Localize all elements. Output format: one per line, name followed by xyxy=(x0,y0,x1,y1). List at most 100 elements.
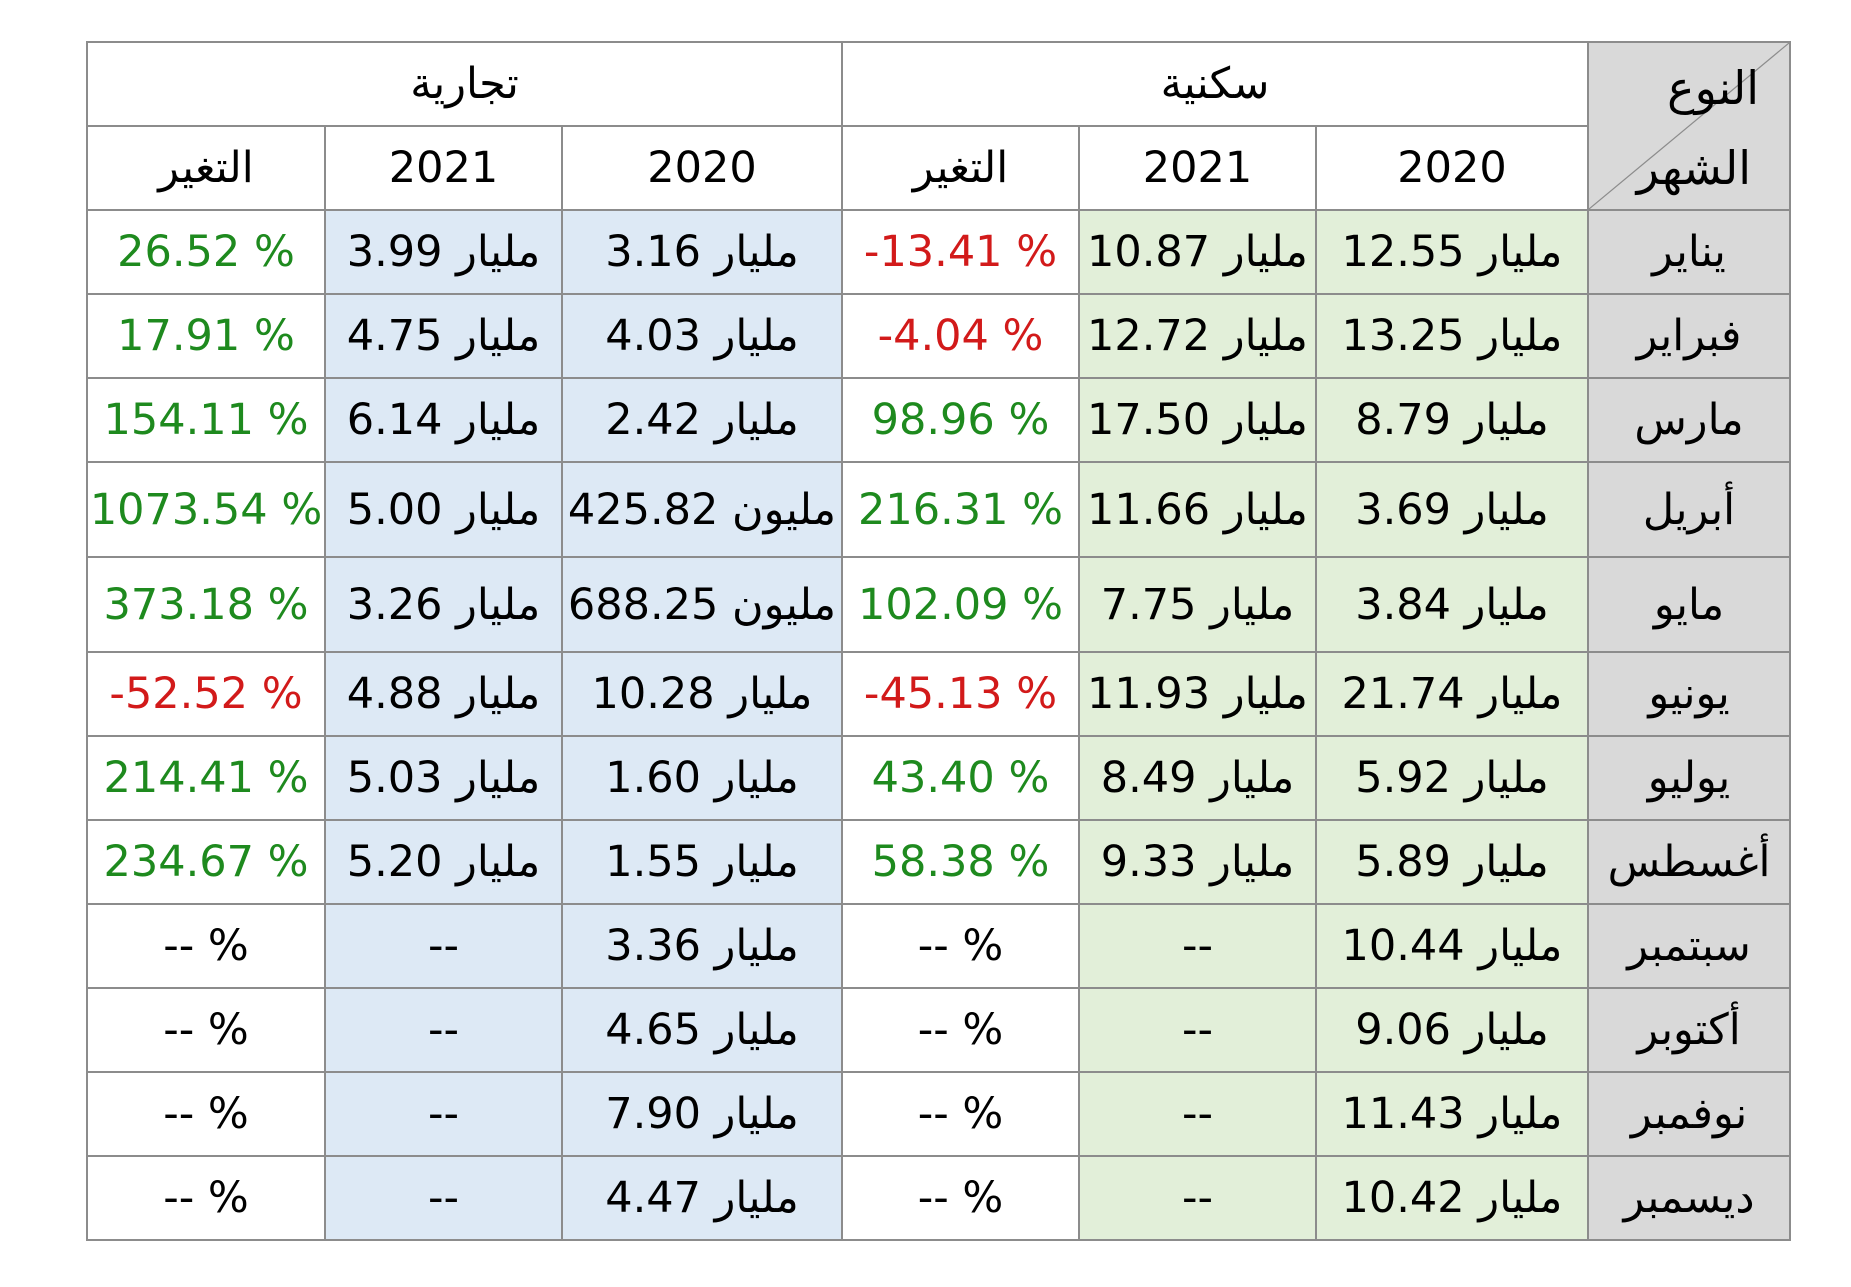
corner-type-label: النوع xyxy=(1667,61,1760,115)
cell-month: مايو xyxy=(1587,556,1792,653)
cell-month: نوفمبر xyxy=(1587,1071,1792,1157)
cell-res-2021: 7.75 مليار xyxy=(1078,556,1317,653)
cell-com-2021: 3.99 مليار xyxy=(324,209,563,295)
cell-month: مارس xyxy=(1587,377,1792,463)
cell-com-change: -- % xyxy=(86,903,326,989)
diagonal-divider xyxy=(1589,43,1789,209)
table-row: 17.91 % 4.75 مليار 4.03 مليار -4.04 % 12.72 … xyxy=(86,293,1792,379)
cell-com-2021: 5.03 مليار xyxy=(324,735,563,821)
cell-res-change: -45.13 % xyxy=(841,651,1080,737)
cell-com-2020: 4.03 مليار xyxy=(561,293,843,379)
cell-res-2020: 13.25 مليار xyxy=(1314,293,1590,379)
cell-month: ديسمبر xyxy=(1587,1155,1792,1241)
cell-res-2021: -- xyxy=(1078,987,1317,1073)
cell-com-2020: 3.36 مليار xyxy=(561,903,843,989)
col-com-2020: 2020 xyxy=(561,125,843,211)
col-res-change: التغير xyxy=(841,125,1080,211)
cell-com-2021: -- xyxy=(324,987,563,1073)
sales-table: تجارية سكنية النوع الشهر التغير 2021 202… xyxy=(86,41,1792,1241)
cell-res-change: -- % xyxy=(841,1155,1080,1241)
cell-res-change: 216.31 % xyxy=(841,461,1080,558)
cell-month: أبريل xyxy=(1587,461,1792,558)
cell-com-change: 214.41 % xyxy=(86,735,326,821)
cell-com-change: -- % xyxy=(86,1155,326,1241)
cell-res-2021: 12.72 مليار xyxy=(1078,293,1317,379)
table-row: 373.18 % 3.26 مليار 688.25 مليون 102.09 % 7.… xyxy=(86,556,1792,653)
cell-res-2020: 3.69 مليار xyxy=(1314,461,1590,558)
table-row: 214.41 % 5.03 مليار 1.60 مليار 43.40 % 8.49 … xyxy=(86,735,1792,821)
cell-res-2020: 5.89 مليار xyxy=(1314,819,1590,905)
cell-com-2021: 4.75 مليار xyxy=(324,293,563,379)
cell-com-change: -- % xyxy=(86,987,326,1073)
cell-res-2021: 9.33 مليار xyxy=(1078,819,1317,905)
cell-com-2021: 5.00 مليار xyxy=(324,461,563,558)
cell-month: يوليو xyxy=(1587,735,1792,821)
cell-month: فبراير xyxy=(1587,293,1792,379)
cell-month: سبتمبر xyxy=(1587,903,1792,989)
cell-com-2020: 2.42 مليار xyxy=(561,377,843,463)
cell-res-2021: 8.49 مليار xyxy=(1078,735,1317,821)
cell-res-2020: 3.84 مليار xyxy=(1314,556,1590,653)
table-row: -52.52 % 4.88 مليار 10.28 مليار -45.13 % 11.… xyxy=(86,651,1792,737)
cell-month: أكتوبر xyxy=(1587,987,1792,1073)
cell-com-2020: 10.28 مليار xyxy=(561,651,843,737)
cell-com-change: 17.91 % xyxy=(86,293,326,379)
cell-com-2021: 3.26 مليار xyxy=(324,556,563,653)
cell-com-2021: -- xyxy=(324,1155,563,1241)
table-row: -- % -- 3.36 مليار -- % -- 10.44 مليار سبتمبر xyxy=(86,903,1792,989)
cell-res-change: 43.40 % xyxy=(841,735,1080,821)
col-com-2021: 2021 xyxy=(324,125,563,211)
cell-com-2021: -- xyxy=(324,903,563,989)
cell-com-2020: 1.60 مليار xyxy=(561,735,843,821)
cell-com-2021: 5.20 مليار xyxy=(324,819,563,905)
cell-res-2020: 5.92 مليار xyxy=(1314,735,1590,821)
group-residential: سكنية xyxy=(840,41,1590,127)
group-commercial: تجارية xyxy=(86,41,843,127)
cell-com-2020: 3.16 مليار xyxy=(561,209,843,295)
corner-header: النوع الشهر xyxy=(1587,41,1792,211)
cell-res-2020: 12.55 مليار xyxy=(1314,209,1590,295)
cell-month: يونيو xyxy=(1587,651,1792,737)
cell-com-2020: 4.65 مليار xyxy=(561,987,843,1073)
cell-res-change: -- % xyxy=(841,1071,1080,1157)
cell-month: أغسطس xyxy=(1587,819,1792,905)
table-row: 234.67 % 5.20 مليار 1.55 مليار 58.38 % 9.33 … xyxy=(86,819,1792,905)
cell-res-2020: 10.42 مليار xyxy=(1314,1155,1590,1241)
cell-res-change: -- % xyxy=(841,987,1080,1073)
cell-com-change: 26.52 % xyxy=(86,209,326,295)
cell-res-2020: 11.43 مليار xyxy=(1314,1071,1590,1157)
cell-res-change: -- % xyxy=(841,903,1080,989)
cell-month: يناير xyxy=(1587,209,1792,295)
col-res-2021: 2021 xyxy=(1078,125,1317,211)
column-header-row: التغير 2021 2020 التغير 2021 2020 xyxy=(86,125,1790,211)
cell-com-2020: 7.90 مليار xyxy=(561,1071,843,1157)
cell-com-change: 234.67 % xyxy=(86,819,326,905)
table-row: 1073.54 % 5.00 مليار 425.82 مليون 216.31 % 1… xyxy=(86,461,1792,558)
col-res-2020: 2020 xyxy=(1314,125,1590,211)
cell-res-change: -13.41 % xyxy=(841,209,1080,295)
corner-month-label: الشهر xyxy=(1636,141,1752,195)
cell-res-2021: -- xyxy=(1078,903,1317,989)
cell-res-change: 102.09 % xyxy=(841,556,1080,653)
cell-com-change: -- % xyxy=(86,1071,326,1157)
group-header-row: تجارية سكنية النوع الشهر xyxy=(86,41,1792,211)
cell-res-2021: 11.66 مليار xyxy=(1078,461,1317,558)
cell-res-2021: 10.87 مليار xyxy=(1078,209,1317,295)
cell-com-2020: 1.55 مليار xyxy=(561,819,843,905)
cell-com-change: 1073.54 % xyxy=(86,461,326,558)
table-row: 26.52 % 3.99 مليار 3.16 مليار -13.41 % 10.87… xyxy=(86,209,1792,295)
cell-com-change: -52.52 % xyxy=(86,651,326,737)
cell-com-2020: 4.47 مليار xyxy=(561,1155,843,1241)
cell-res-2020: 9.06 مليار xyxy=(1314,987,1590,1073)
cell-res-2020: 10.44 مليار xyxy=(1314,903,1590,989)
table-row: -- % -- 4.47 مليار -- % -- 10.42 مليار ديسمبر xyxy=(86,1155,1792,1241)
cell-res-2020: 21.74 مليار xyxy=(1314,651,1590,737)
cell-res-2020: 8.79 مليار xyxy=(1314,377,1590,463)
cell-res-2021: 11.93 مليار xyxy=(1078,651,1317,737)
cell-res-2021: -- xyxy=(1078,1071,1317,1157)
table-row: -- % -- 4.65 مليار -- % -- 9.06 مليار أكتوبر xyxy=(86,987,1792,1073)
cell-res-2021: 17.50 مليار xyxy=(1078,377,1317,463)
cell-com-2021: 4.88 مليار xyxy=(324,651,563,737)
cell-res-change: -4.04 % xyxy=(841,293,1080,379)
cell-res-change: 98.96 % xyxy=(841,377,1080,463)
